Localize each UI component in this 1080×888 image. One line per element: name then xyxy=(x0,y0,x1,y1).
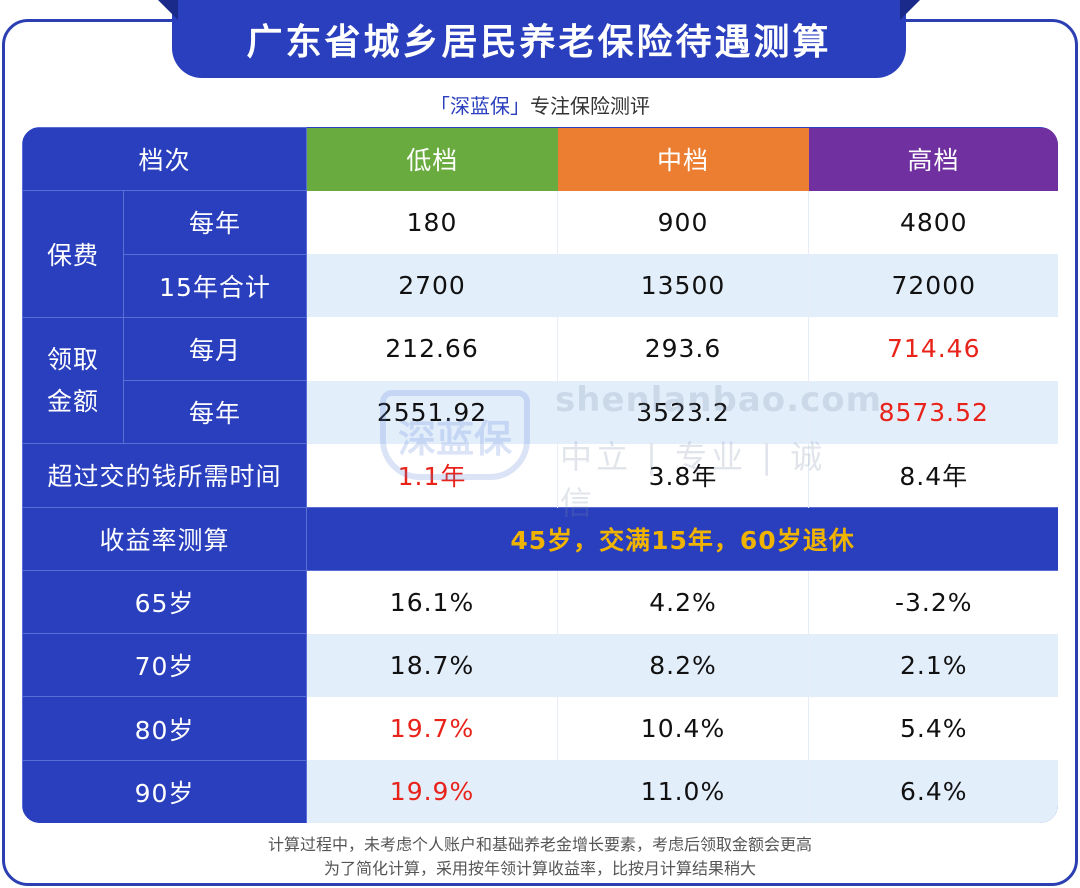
row-label: 70岁 xyxy=(22,633,308,698)
footnote-line2: 为了简化计算，采用按年领计算收益率，比按月计算结果稍大 xyxy=(323,859,756,878)
group-benefit: 领取 金额 xyxy=(22,316,124,445)
row-label: 每年 xyxy=(122,190,308,255)
banner-fold-right xyxy=(900,0,920,20)
cell-high: 2.1% xyxy=(808,633,1058,697)
header-mid: 中档 xyxy=(557,127,809,191)
header-low: 低档 xyxy=(306,127,558,191)
banner-fold-left xyxy=(158,0,178,20)
subtitle: 「深蓝保」专注保险测评 xyxy=(0,90,1080,119)
scenario-label: 45岁，交满15年，60岁退休 xyxy=(306,506,1058,571)
cell-high: 8.4年 xyxy=(808,443,1058,508)
pension-table: 档次 低档 中档 高档 保费 每年 180 900 4800 15年合计 270… xyxy=(22,127,1058,823)
cell-mid: 293.6 xyxy=(557,317,809,381)
cell-mid: 8.2% xyxy=(557,633,809,697)
table-row: 每年 2551.92 3523.2 8573.52 xyxy=(23,380,1058,445)
table-row: 15年合计 2700 13500 72000 xyxy=(23,253,1058,318)
row-label: 65岁 xyxy=(22,569,308,635)
cell-low: 19.9% xyxy=(306,760,558,823)
table-row: 领取 金额 每月 212.66 293.6 714.46 xyxy=(22,316,1058,445)
yield-header-row: 收益率测算 45岁，交满15年，60岁退休 xyxy=(22,506,1058,571)
cell-mid: 3.8年 xyxy=(557,443,809,508)
cell-high: 8573.52 xyxy=(808,380,1058,444)
table-row: 65岁 16.1% 4.2% -3.2% xyxy=(22,569,1058,635)
row-label: 每月 xyxy=(122,316,308,382)
table-row: 70岁 18.7% 8.2% 2.1% xyxy=(22,633,1058,698)
header-row: 档次 低档 中档 高档 xyxy=(22,127,1058,192)
table-row: 90岁 19.9% 11.0% 6.4% xyxy=(22,759,1058,823)
cell-low: 19.7% xyxy=(306,696,558,761)
row-label: 收益率测算 xyxy=(22,506,308,571)
header-tier: 档次 xyxy=(22,127,308,192)
row-label: 每年 xyxy=(122,380,308,445)
footnote-line1: 计算过程中，未考虑个人账户和基础养老金增长要素，考虑后领取金额会更高 xyxy=(267,835,812,854)
header-high: 高档 xyxy=(808,127,1058,191)
cell-mid: 13500 xyxy=(557,254,809,318)
footnote: 计算过程中，未考虑个人账户和基础养老金增长要素，考虑后领取金额会更高 为了简化计… xyxy=(0,833,1080,881)
cell-mid: 10.4% xyxy=(557,696,809,761)
cell-mid: 900 xyxy=(557,190,809,255)
row-label: 80岁 xyxy=(22,696,308,761)
row-label: 90岁 xyxy=(22,759,308,823)
cell-low: 1.1年 xyxy=(306,443,558,508)
cell-mid: 3523.2 xyxy=(557,380,809,444)
cell-low: 212.66 xyxy=(306,317,558,381)
group-premium: 保费 xyxy=(22,190,124,318)
cell-low: 2700 xyxy=(306,254,558,318)
cell-low: 16.1% xyxy=(306,570,558,634)
table-row: 超过交的钱所需时间 1.1年 3.8年 8.4年 xyxy=(22,443,1058,508)
cell-high: 72000 xyxy=(808,254,1058,318)
row-label: 超过交的钱所需时间 xyxy=(22,443,308,508)
cell-low: 2551.92 xyxy=(306,380,558,444)
cell-mid: 4.2% xyxy=(557,570,809,634)
group-benefit-line2: 金额 xyxy=(46,386,99,416)
cell-low: 18.7% xyxy=(306,633,558,697)
title-banner: 广东省城乡居民养老保险待遇测算 xyxy=(158,0,920,78)
page-title: 广东省城乡居民养老保险待遇测算 xyxy=(246,22,832,63)
cell-high: 6.4% xyxy=(808,760,1058,823)
group-benefit-line1: 领取 xyxy=(46,344,99,374)
brand-name: 「深蓝保」 xyxy=(430,94,530,118)
brand-tagline: 专注保险测评 xyxy=(530,94,650,118)
table-row: 80岁 19.7% 10.4% 5.4% xyxy=(22,696,1058,761)
table-row: 保费 每年 180 900 4800 xyxy=(22,190,1058,318)
cell-high: 4800 xyxy=(808,190,1058,255)
cell-high: -3.2% xyxy=(808,570,1058,634)
row-label: 15年合计 xyxy=(122,253,308,318)
cell-high: 5.4% xyxy=(808,696,1058,761)
cell-low: 180 xyxy=(306,190,558,255)
cell-mid: 11.0% xyxy=(557,760,809,823)
cell-high: 714.46 xyxy=(808,317,1058,381)
